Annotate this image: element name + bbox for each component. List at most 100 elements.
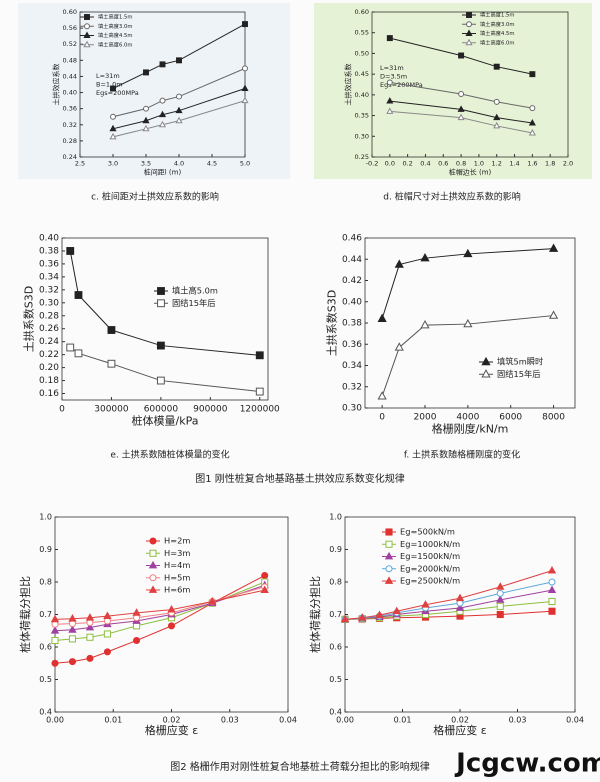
marker [156, 376, 165, 385]
marker [386, 107, 394, 114]
series-line [69, 347, 260, 393]
y-axis-label: 土拱效应系数 [344, 64, 353, 106]
legend-label: 填筑5m瞬时 [497, 357, 543, 367]
figure-caption: 图2 格栅作用对刚性桩复合地基桩土荷载分担比的影响规律 [170, 760, 430, 773]
legend-label: 填土高度3.0m [480, 20, 514, 28]
legend-marker [157, 287, 165, 295]
marker [394, 342, 404, 351]
legend-label: H=6m [164, 585, 190, 595]
legend-marker [148, 585, 158, 593]
marker [394, 259, 404, 268]
marker [159, 97, 166, 104]
marker [420, 253, 430, 262]
y-tick-label: 0.4 [39, 708, 52, 717]
x-tick-label: 0.04 [279, 716, 297, 725]
legend-label: Eg=1500kN/m [400, 551, 460, 561]
series-line [389, 37, 533, 75]
legend-marker [465, 38, 473, 46]
marker [548, 578, 556, 586]
x-axis-label: 桩间距l (m) [144, 168, 182, 177]
y-tick-label: 0.56 [63, 24, 77, 32]
marker [260, 585, 269, 594]
y-tick-label: 0.44 [63, 72, 77, 80]
marker [50, 626, 60, 634]
annotation: L=31m [380, 64, 404, 72]
legend-label: 填土高度4.5m [480, 29, 514, 37]
marker [455, 603, 465, 611]
legend-label: Eg=2000kN/m [400, 563, 460, 573]
y-axis-label: 土拱系数S3D [22, 286, 36, 352]
marker [167, 622, 176, 630]
marker [547, 565, 557, 574]
y-tick-label: 0.30 [355, 132, 369, 140]
marker [493, 113, 501, 121]
y-tick-label: 0.52 [63, 40, 77, 48]
marker [377, 313, 387, 322]
y-tick-label: 1.0 [39, 513, 52, 522]
x-tick-label: 300000 [94, 405, 129, 415]
x-tick-label: 8000 [542, 413, 565, 423]
marker [547, 585, 557, 594]
plot-frame [371, 11, 569, 158]
x-tick-label: 1.0 [474, 160, 484, 168]
marker [548, 243, 559, 252]
marker [358, 613, 367, 621]
y-tick-label: 0.32 [342, 382, 362, 392]
marker [68, 658, 77, 666]
legend-marker [83, 40, 91, 48]
marker [496, 589, 504, 597]
legend-label: Eg=2500kN/m [400, 576, 460, 586]
x-axis-label: 格栅刚度/kN/m [432, 422, 509, 436]
y-axis-label: 土拱效应系数 [52, 64, 61, 106]
marker [548, 310, 559, 319]
marker [496, 582, 505, 590]
marker [463, 318, 473, 328]
series-line [389, 81, 533, 109]
legend-label: 填土高5.0m [172, 286, 218, 296]
legend-marker [466, 21, 472, 28]
x-tick-label: 0.2 [402, 160, 412, 168]
marker [463, 248, 473, 258]
legend-marker [385, 565, 393, 573]
x-tick-label: 0.6 [438, 160, 448, 168]
y-tick-label: 0.16 [39, 389, 59, 399]
x-axis-label: 格栅应变 ε [145, 723, 198, 737]
x-tick-label: -0.2 [366, 160, 379, 168]
x-tick-label: 900000 [193, 405, 228, 415]
plot-frame [79, 11, 246, 158]
series-line [54, 589, 265, 620]
marker [74, 291, 83, 299]
annotation: Egs=200MPa [380, 81, 423, 89]
watermark: Jcgcw.com [454, 749, 600, 779]
x-tick-label: 6000 [499, 413, 522, 423]
x-tick-label: 2000 [414, 413, 437, 423]
y-tick-label: 1.0 [329, 513, 342, 522]
marker [175, 106, 183, 114]
x-tick-label: 4000 [456, 413, 479, 423]
x-tick-label: 0.02 [163, 716, 181, 725]
x-tick-label: 1.8 [545, 160, 555, 168]
plot-frame [61, 237, 269, 401]
x-tick-label: 0.0 [385, 160, 395, 168]
legend-label: H=3m [164, 548, 190, 558]
x-tick-label: 4.5 [207, 160, 217, 168]
series-line [389, 110, 533, 134]
y-tick-label: 0.26 [39, 324, 59, 334]
marker [103, 648, 111, 656]
marker [159, 61, 166, 68]
legend-label: 填土高度6.0m [480, 38, 514, 46]
marker [455, 593, 465, 602]
y-tick-label: 0.50 [355, 49, 369, 57]
marker [85, 622, 95, 631]
marker [176, 57, 182, 64]
annotation: Egs=200MPa [96, 89, 139, 97]
marker [110, 113, 116, 120]
marker [86, 633, 94, 641]
x-tick-label: 0.03 [509, 716, 527, 725]
x-tick-label: 0.01 [394, 716, 412, 725]
x-tick-label: 4.0 [174, 160, 184, 168]
marker [529, 105, 536, 112]
marker [528, 119, 536, 126]
y-tick-label: 0.18 [39, 376, 59, 386]
